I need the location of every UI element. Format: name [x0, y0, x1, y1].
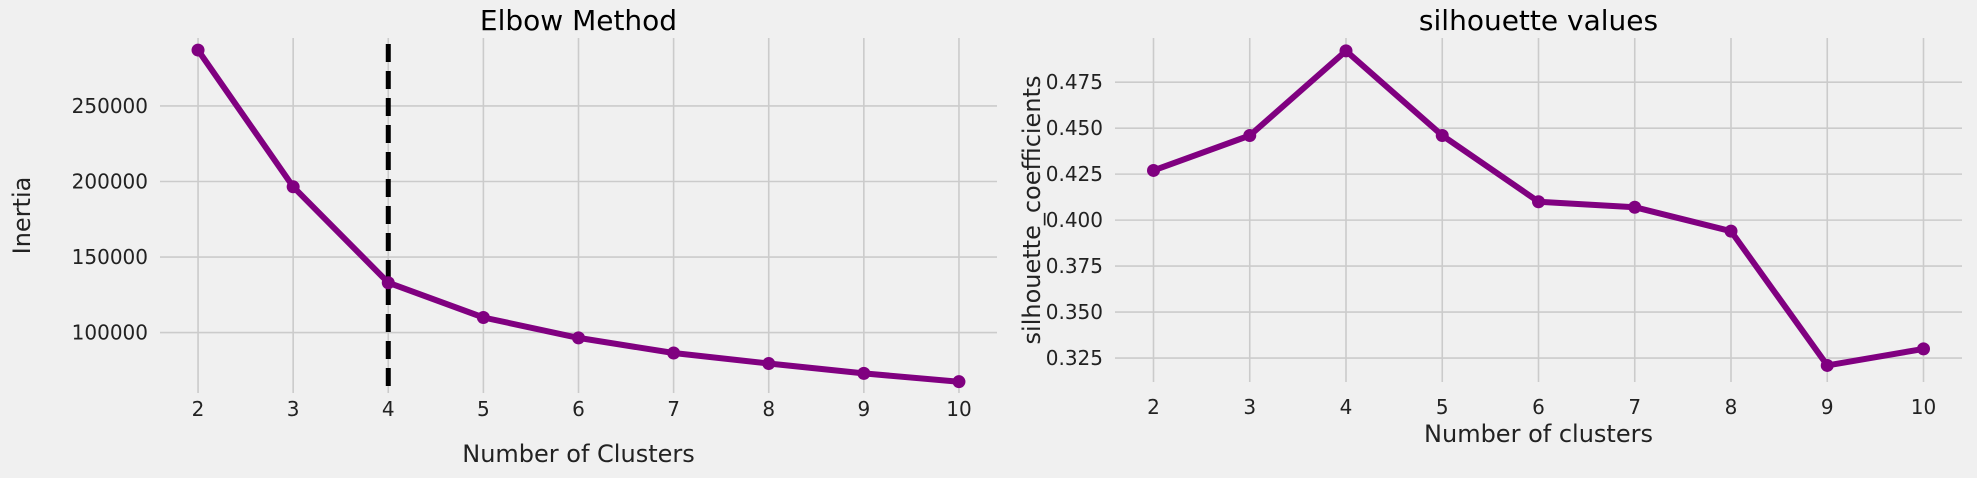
x-tick-label: 8	[762, 397, 775, 421]
chart-title: Elbow Method	[480, 4, 677, 37]
x-tick-label: 10	[946, 397, 971, 421]
data-point	[1339, 44, 1353, 58]
x-tick-label: 5	[477, 397, 490, 421]
y-tick-label: 0.425	[1046, 162, 1103, 186]
data-point	[572, 331, 585, 345]
data-point	[857, 366, 871, 380]
y-tick-label: 250000	[72, 94, 148, 118]
data-point	[1243, 128, 1257, 142]
data-point	[191, 43, 205, 57]
y-tick-label: 100000	[72, 321, 148, 345]
y-tick-label: 0.375	[1046, 254, 1103, 278]
x-tick-label: 5	[1436, 395, 1449, 419]
y-tick-label: 150000	[72, 245, 148, 269]
data-point	[667, 346, 681, 360]
chart-1: 2 3 4 5 6 7 8 9 10 100000 150000 200000 250000 Elbow …	[8, 4, 997, 468]
x-tick-label: 4	[1340, 395, 1353, 419]
data-point	[952, 375, 966, 389]
data-point	[381, 276, 395, 290]
data-point	[1532, 195, 1545, 209]
x-tick-label: 7	[667, 397, 680, 421]
x-tick-label: 2	[192, 397, 205, 421]
x-tick-label: 4	[382, 397, 395, 421]
x-tick-label: 3	[287, 397, 300, 421]
data-point	[762, 357, 776, 371]
y-tick-label: 0.475	[1046, 70, 1103, 94]
y-tick-label: 0.325	[1046, 346, 1103, 370]
x-tick-label: 10	[1911, 395, 1936, 419]
x-tick-label: 8	[1725, 395, 1738, 419]
y-tick-label: 200000	[72, 170, 148, 194]
data-point	[1147, 163, 1160, 177]
data-point	[476, 310, 490, 324]
data-point	[1917, 342, 1930, 356]
y-axis-label: Inertia	[8, 177, 36, 255]
x-tick-label: 2	[1147, 395, 1160, 419]
data-point	[1724, 224, 1738, 238]
chart-2: 2 3 4 5 6 7 8 9 10 0.325 0.350 0.375 0.400 0.425 0.450…	[1018, 4, 1962, 448]
x-tick-label: 6	[1532, 395, 1545, 419]
y-tick-label: 0.450	[1046, 116, 1103, 140]
data-point	[1435, 128, 1449, 142]
data-point	[1820, 358, 1834, 372]
x-axis-label: Number of Clusters	[462, 440, 695, 468]
chart-title: silhouette values	[1419, 4, 1658, 37]
x-tick-label: 9	[1821, 395, 1834, 419]
x-tick-label: 3	[1243, 395, 1256, 419]
y-tick-label: 0.400	[1046, 208, 1103, 232]
x-axis-label: Number of clusters	[1424, 420, 1653, 448]
x-tick-label: 6	[572, 397, 585, 421]
x-tick-label: 9	[857, 397, 870, 421]
y-axis-label: silhouette_coefficients	[1018, 76, 1046, 345]
x-tick-label: 7	[1628, 395, 1641, 419]
data-point	[1628, 200, 1642, 214]
y-tick-label: 0.350	[1046, 300, 1103, 324]
data-point	[286, 180, 300, 194]
